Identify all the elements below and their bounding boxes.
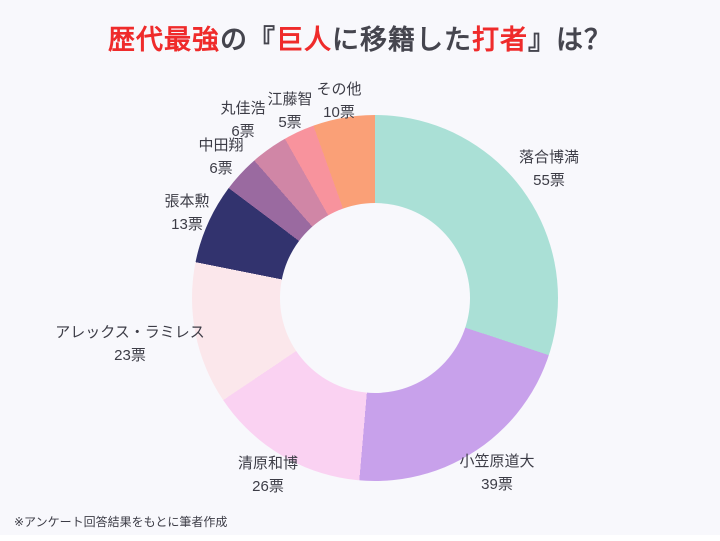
slice-votes: 6票 [231,123,255,140]
slice-name: 丸佳浩 [220,100,266,117]
donut-hole [280,203,470,393]
title-segment-accent: 打者 [472,25,528,55]
title-segment-accent: 巨人 [276,25,332,55]
slice-votes: 6票 [209,160,233,177]
source-note: ※アンケート回答結果をもとに筆者作成 [14,515,228,529]
page-title: 歴代最強の『巨人に移籍した打者』は？ [0,18,720,57]
slice-name: 清原和博 [237,455,299,472]
slice-name: 落合博満 [518,149,580,166]
slice-label-ochiai: 落合博満 55票 [519,146,579,192]
slice-name: 張本勲 [164,193,210,210]
title-segment: の『 [220,25,276,55]
slice-label-sonota: その他 10票 [316,78,361,124]
slice-label-maru: 丸佳浩 6票 [220,97,265,143]
slice-name: その他 [316,81,362,98]
slice-label-kiyohara: 清原和博 26票 [238,452,298,498]
slice-label-eto: 江藤智 5票 [267,88,312,134]
slice-votes: 10票 [323,104,355,121]
slice-name: アレックス・ラミレス [55,324,205,341]
title-segment: に移籍した [332,25,472,55]
slice-votes: 23票 [114,347,146,364]
slice-label-harimoto: 張本勲 13票 [164,190,209,236]
bottom-edge [0,535,720,541]
slice-name: 小笠原道大 [459,453,535,470]
slice-votes: 26票 [252,478,284,495]
slice-name: 中田翔 [198,137,244,154]
title-segment: 』は？ [528,25,612,55]
slice-label-ramirez: アレックス・ラミレス 23票 [55,321,205,367]
slice-label-nakata: 中田翔 6票 [198,134,243,180]
slice-label-ogasawara: 小笠原道大 39票 [459,450,534,496]
slice-name: 江藤智 [267,91,313,108]
slice-votes: 5票 [278,114,302,131]
title-segment-accent: 歴代最強 [108,25,220,55]
slice-votes: 55票 [533,172,565,189]
slice-votes: 13票 [171,216,203,233]
slice-votes: 39票 [481,476,513,493]
